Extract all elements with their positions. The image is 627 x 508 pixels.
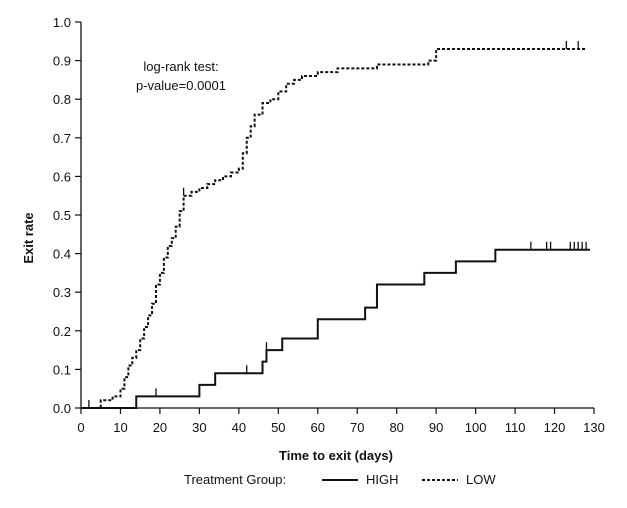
y-tick-label: 0.1	[53, 362, 71, 377]
x-tick-label: 0	[77, 420, 84, 435]
legend-label-low: LOW	[466, 472, 496, 487]
y-tick-label: 0.9	[53, 54, 71, 69]
y-axis-ticks: 0.0 0.1 0.2 0.3 0.4 0.5 0.6 0.7 0.8 0.9 1.0	[53, 15, 81, 416]
y-tick-label: 0.4	[53, 247, 71, 262]
x-tick-label: 130	[583, 420, 605, 435]
y-tick-label: 0.7	[53, 131, 71, 146]
legend-label-high: HIGH	[366, 472, 399, 487]
y-tick-label: 0.6	[53, 169, 71, 184]
x-tick-label: 10	[113, 420, 127, 435]
annotation-line-1: log-rank test:	[143, 59, 218, 74]
series-layer	[81, 41, 591, 409]
legend: Treatment Group: HIGH LOW	[184, 472, 496, 487]
series-line-low	[81, 48, 587, 409]
x-axis-ticks: 0 10 20 30 40 50 60 70 80 90 100 110 120 130	[77, 408, 605, 435]
legend-title: Treatment Group:	[184, 472, 286, 487]
x-tick-label: 100	[465, 420, 487, 435]
x-tick-label: 50	[271, 420, 285, 435]
x-tick-label: 80	[389, 420, 403, 435]
y-tick-label: 0.3	[53, 285, 71, 300]
x-tick-label: 70	[350, 420, 364, 435]
y-tick-label: 0.5	[53, 208, 71, 223]
y-tick-label: 1.0	[53, 15, 71, 30]
x-tick-label: 30	[192, 420, 206, 435]
x-tick-label: 60	[311, 420, 325, 435]
x-tick-label: 90	[429, 420, 443, 435]
y-axis-title: Exit rate	[21, 212, 36, 263]
y-tick-label: 0.8	[53, 92, 71, 107]
x-tick-label: 40	[232, 420, 246, 435]
y-tick-label: 0.2	[53, 324, 71, 339]
series-line-high	[81, 248, 591, 409]
x-axis-title: Time to exit (days)	[279, 448, 393, 463]
annotation-line-2: p-value=0.0001	[136, 78, 226, 93]
x-tick-label: 110	[505, 420, 526, 435]
y-tick-label: 0.0	[53, 401, 71, 416]
x-tick-label: 20	[153, 420, 167, 435]
x-tick-label: 120	[544, 420, 566, 435]
